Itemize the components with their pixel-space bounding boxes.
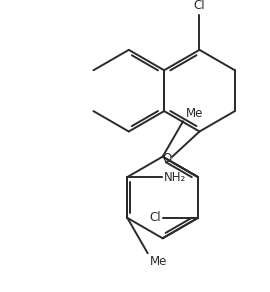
Text: Cl: Cl [194, 0, 205, 12]
Text: O: O [163, 152, 172, 164]
Text: NH₂: NH₂ [164, 171, 186, 184]
Text: Me: Me [186, 107, 203, 120]
Text: Cl: Cl [150, 211, 161, 224]
Text: Me: Me [150, 255, 167, 267]
